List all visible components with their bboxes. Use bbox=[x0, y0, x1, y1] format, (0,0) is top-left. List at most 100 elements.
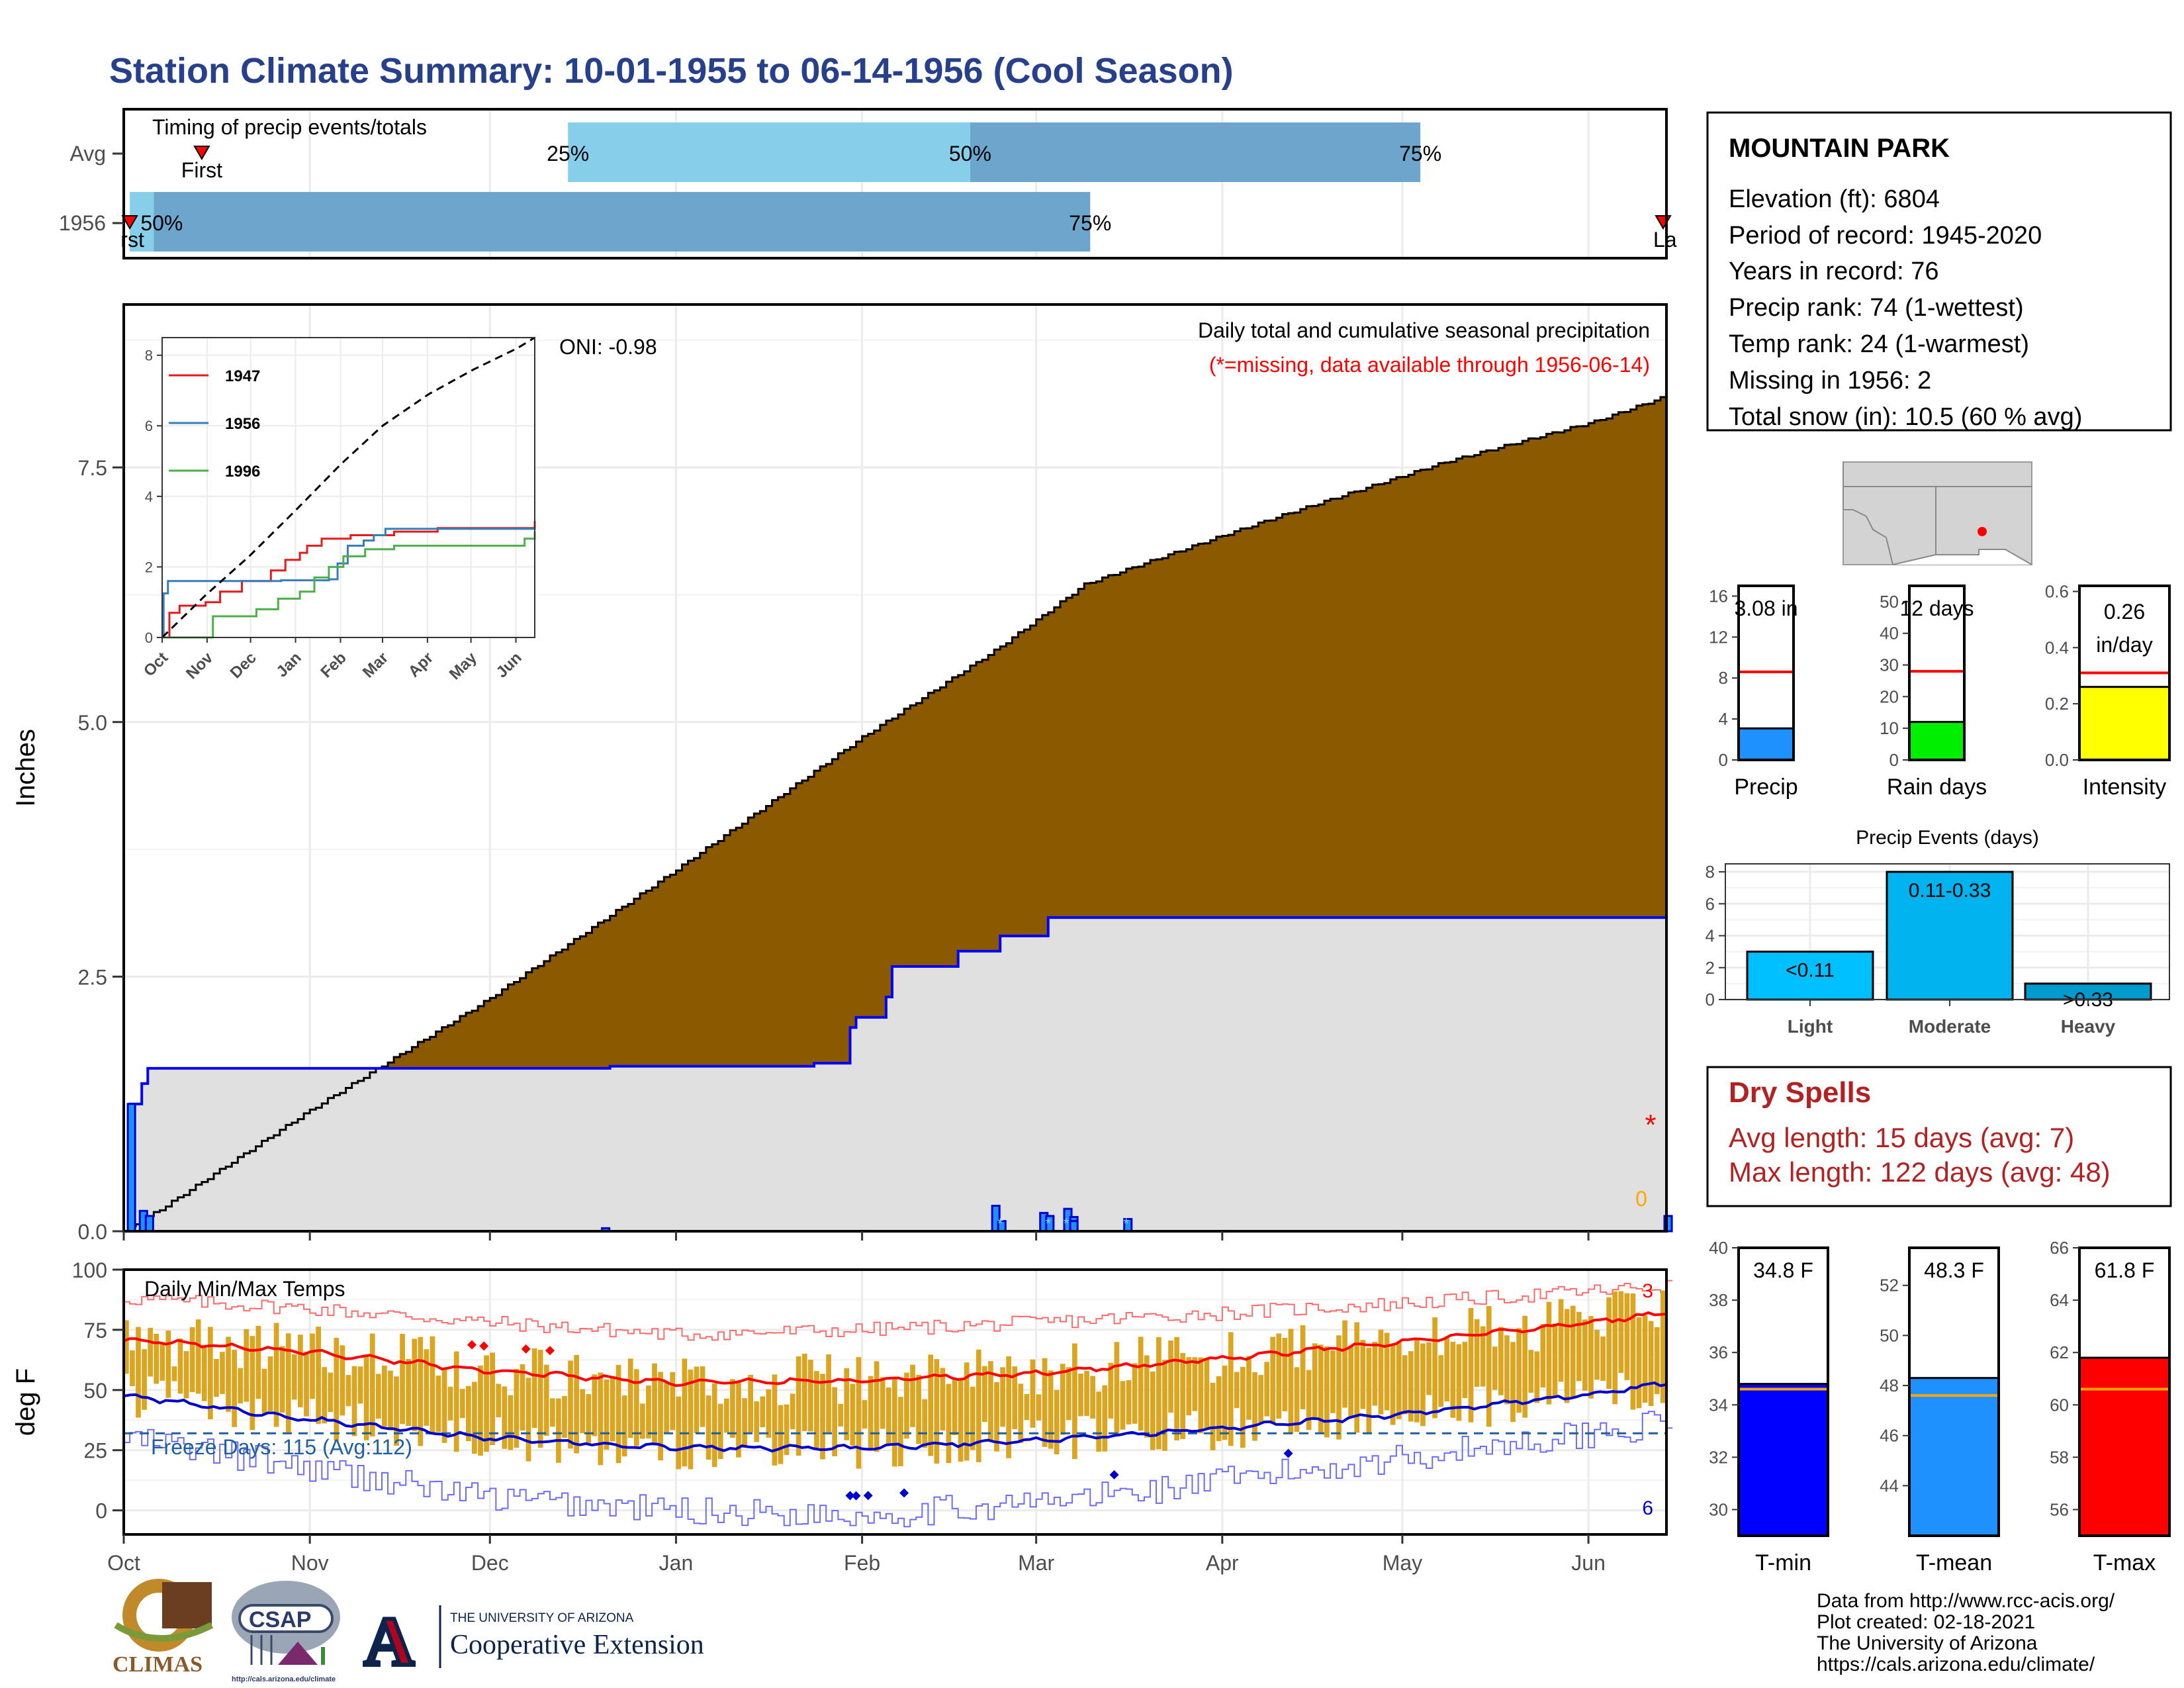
precip-panel: * * * * * 0 Daily total and cumulative seasona… bbox=[11, 303, 1673, 1244]
precip-below-avg-fill bbox=[1522, 440, 1529, 918]
tmax-bar bbox=[2078, 1356, 2171, 1537]
precip-below-avg-fill bbox=[891, 718, 899, 966]
precip-below-avg-fill bbox=[1408, 475, 1415, 918]
precip-below-avg-fill bbox=[1030, 625, 1037, 936]
temp-daily-bar bbox=[1348, 1345, 1353, 1417]
precip-below-avg-fill bbox=[994, 649, 1001, 951]
temp-daily-bar bbox=[1606, 1297, 1612, 1389]
precip-daily-bar bbox=[1069, 1220, 1079, 1233]
temp-daily-bar bbox=[1402, 1355, 1408, 1415]
tmax-ytick-label: 62 bbox=[2050, 1342, 2069, 1362]
precip-below-avg-fill bbox=[1252, 526, 1259, 918]
temp-daily-bar bbox=[754, 1401, 760, 1442]
temp-daily-bar bbox=[340, 1345, 345, 1416]
temp-daily-bar bbox=[430, 1336, 435, 1435]
precip-below-avg-fill bbox=[1462, 456, 1469, 918]
inset-ytick-label: 6 bbox=[145, 418, 153, 434]
precip-below-avg-fill bbox=[1504, 445, 1511, 918]
temp-daily-bar bbox=[1630, 1293, 1636, 1410]
temp-daily-bar bbox=[886, 1387, 891, 1444]
inset-ytick-label: 2 bbox=[145, 559, 153, 575]
temp-daily-bar bbox=[1222, 1365, 1228, 1440]
temp-panel-title: Daily Min/Max Temps bbox=[144, 1277, 345, 1301]
precip-below-avg-fill bbox=[676, 870, 683, 1066]
precip-below-avg-fill bbox=[1120, 572, 1127, 918]
temp-daily-bar bbox=[958, 1378, 964, 1462]
summary-bar-charts: 0 4 8 12 16 3.08 in Precip 0 10 20 30 40 50 12 days Ra… bbox=[1709, 581, 2171, 800]
temp-daily-bar bbox=[1198, 1357, 1204, 1434]
temp-daily-bar bbox=[1120, 1381, 1126, 1430]
temp-daily-bar bbox=[717, 1403, 723, 1460]
precip-below-avg-fill bbox=[1546, 434, 1553, 918]
dry-spells-avg: Avg length: 15 days (avg: 7) bbox=[1729, 1122, 2074, 1153]
precip-below-avg-fill bbox=[1354, 491, 1361, 918]
precip-below-avg-fill bbox=[670, 874, 677, 1066]
temp-daily-bar bbox=[1498, 1327, 1504, 1395]
precip-total-ytick-label: 4 bbox=[1719, 709, 1728, 729]
precip-below-avg-fill bbox=[1642, 404, 1649, 918]
precip-below-avg-fill bbox=[778, 797, 785, 1066]
precip-below-avg-fill bbox=[1156, 559, 1163, 918]
precip-below-avg-fill bbox=[1168, 554, 1175, 918]
precip-below-avg-fill bbox=[1066, 598, 1073, 918]
precip-below-avg-fill bbox=[1180, 551, 1187, 918]
temp-record-low-marker bbox=[851, 1491, 861, 1501]
temp-daily-bar bbox=[688, 1370, 694, 1470]
temp-daily-bar bbox=[177, 1338, 183, 1394]
intensity-bar bbox=[2078, 686, 2171, 761]
temp-daily-bar bbox=[1522, 1315, 1528, 1418]
temp-daily-bar bbox=[1126, 1380, 1132, 1425]
temp-daily-bar bbox=[742, 1398, 747, 1448]
temp-daily-bar bbox=[171, 1366, 177, 1382]
precip-below-avg-fill bbox=[412, 1047, 419, 1068]
tmin-border bbox=[1737, 1246, 1829, 1537]
temp-daily-bar bbox=[904, 1372, 909, 1439]
precip-below-avg-fill bbox=[807, 776, 815, 1066]
temp-daily-bar bbox=[556, 1398, 561, 1463]
temp-daily-bar bbox=[520, 1364, 525, 1431]
precip-below-avg-fill bbox=[826, 764, 833, 1064]
climas-logo: CLIMAS bbox=[113, 1579, 214, 1677]
temp-daily-bar bbox=[1114, 1342, 1120, 1436]
temp-record-low-line bbox=[124, 1411, 1673, 1528]
precip-below-avg-fill bbox=[970, 665, 977, 951]
temp-daily-bar bbox=[826, 1354, 831, 1432]
precip-below-avg-fill bbox=[652, 887, 659, 1066]
csap-logo: CSAP http://cals.arizona.edu/climate bbox=[232, 1581, 340, 1683]
temp-daily-bar bbox=[1408, 1351, 1414, 1422]
precip-ytick-label: 2.5 bbox=[78, 965, 107, 989]
inset-ytick-label: 8 bbox=[145, 348, 153, 364]
precip-below-avg-fill bbox=[1486, 450, 1493, 918]
temp-daily-bar bbox=[279, 1346, 285, 1413]
inset-series-1996 bbox=[162, 532, 536, 639]
precip-below-avg-fill bbox=[1126, 568, 1133, 918]
precip-below-avg-fill bbox=[928, 692, 935, 966]
temp-daily-bar bbox=[970, 1386, 976, 1450]
precip-below-avg-fill bbox=[1588, 423, 1595, 918]
precip-below-avg-fill bbox=[388, 1062, 394, 1068]
temp-daily-bar bbox=[214, 1358, 219, 1397]
precip-daily-bar bbox=[126, 1103, 136, 1233]
temp-daily-bar bbox=[490, 1352, 495, 1446]
timing-row-label-1956: 1956 bbox=[59, 211, 106, 235]
precip-below-avg-fill bbox=[1018, 632, 1025, 936]
timing-label: Timing of precip events/totals bbox=[152, 115, 427, 139]
temp-daily-bar bbox=[1228, 1332, 1234, 1446]
temp-daily-bar bbox=[334, 1337, 340, 1441]
temp-daily-bar bbox=[891, 1377, 897, 1467]
temp-daily-bar bbox=[1042, 1358, 1048, 1447]
temp-daily-bar bbox=[136, 1327, 141, 1418]
precip-below-avg-fill bbox=[1144, 563, 1151, 918]
temp-daily-bar bbox=[862, 1400, 868, 1429]
precip-below-avg-fill bbox=[465, 1012, 473, 1068]
precip-below-avg-fill bbox=[1192, 545, 1199, 918]
temp-daily-bar bbox=[1594, 1329, 1600, 1380]
timing-1956-50-label: 50% bbox=[140, 211, 183, 235]
precip-below-avg-fill bbox=[610, 915, 617, 1066]
temp-daily-bar bbox=[549, 1398, 555, 1427]
precip-missing-star: * bbox=[1645, 1109, 1656, 1141]
precip-below-avg-fill bbox=[1114, 575, 1121, 918]
precip-below-avg-fill bbox=[531, 968, 539, 1068]
precip-daily-bar bbox=[1663, 1215, 1673, 1233]
temp-daily-bar bbox=[946, 1383, 952, 1464]
